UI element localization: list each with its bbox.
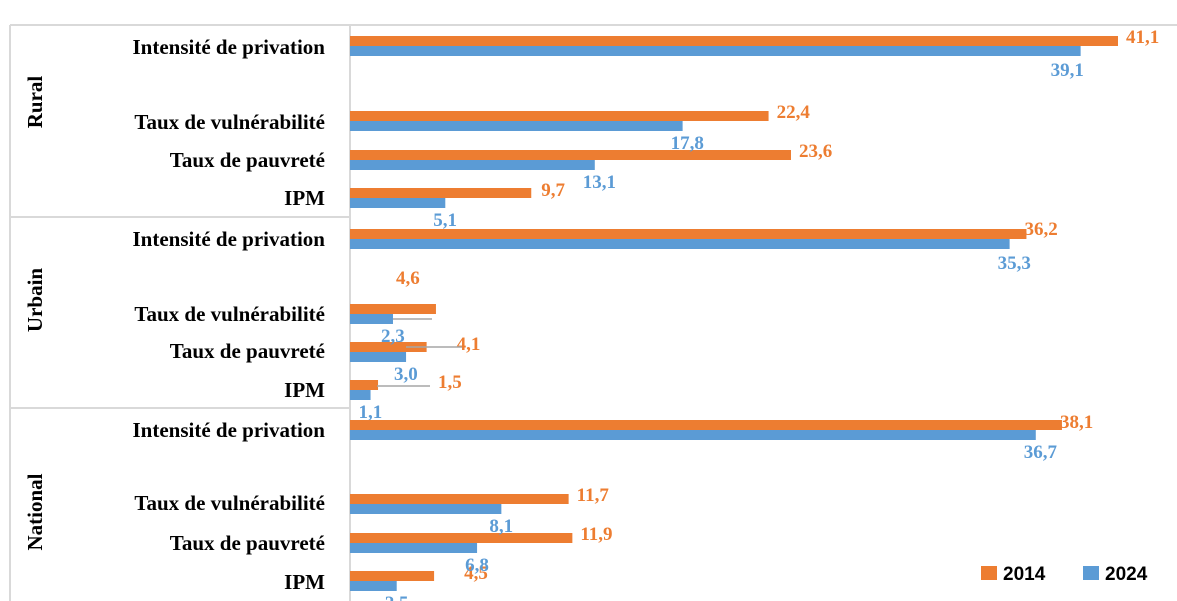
category-label: Intensité de privation <box>132 227 325 251</box>
category-label: IPM <box>284 186 325 210</box>
data-label-2014: 22,4 <box>777 102 811 123</box>
category-label: Taux de vulnérabilité <box>134 302 325 326</box>
bar-2024-national <box>350 430 1036 440</box>
legend-label-2014: 2014 <box>1003 564 1046 585</box>
category-label: Taux de pauvreté <box>170 339 325 363</box>
bar-2024-rural <box>350 46 1081 56</box>
bar-2024-rural <box>350 160 595 170</box>
bar-2014-national <box>350 571 435 581</box>
bar-2024-urbain <box>350 314 393 324</box>
data-label-2014: 11,7 <box>577 485 610 506</box>
bar-2024-urbain <box>350 239 1010 249</box>
data-label-2014: 9,7 <box>541 180 565 201</box>
data-label-2014: 4,5 <box>464 563 488 584</box>
bar-2014-national <box>350 494 569 504</box>
bar-2024-rural <box>350 198 446 208</box>
legend-swatch-2024 <box>1083 566 1099 580</box>
category-label: IPM <box>284 378 325 402</box>
data-label-2024: 6,8 <box>465 555 489 576</box>
data-label-2024: 2,3 <box>381 326 405 347</box>
data-label-2024: 36,7 <box>1024 442 1058 463</box>
category-label: Taux de vulnérabilité <box>134 491 325 515</box>
bar-2024-national <box>350 581 397 591</box>
bar-2014-urbain <box>350 304 436 314</box>
category-label: IPM <box>284 570 325 594</box>
bar-2024-urbain <box>350 352 407 362</box>
data-label-2024: 35,3 <box>998 253 1031 274</box>
data-label-2024: 13,1 <box>583 172 616 193</box>
category-label: Taux de vulnérabilité <box>134 110 325 134</box>
data-label-2024: 2,5 <box>385 593 409 601</box>
bar-2014-national <box>350 420 1062 430</box>
data-label-2024: 17,8 <box>671 133 704 154</box>
data-label-2014: 41,1 <box>1126 27 1159 48</box>
group-label-national: National <box>23 473 47 550</box>
bar-2024-national <box>350 543 478 553</box>
data-label-2014: 38,1 <box>1060 412 1093 433</box>
data-label-2014: 1,5 <box>438 372 462 393</box>
data-label-2014: 36,2 <box>1024 219 1057 240</box>
bar-2014-rural <box>350 111 769 121</box>
legend-label-2024: 2024 <box>1105 564 1148 585</box>
category-label: Taux de pauvreté <box>170 148 325 172</box>
data-label-2014: 4,1 <box>457 334 481 355</box>
bar-2024-rural <box>350 121 683 131</box>
group-label-rural: Rural <box>23 76 47 129</box>
bar-2014-rural <box>350 36 1118 46</box>
category-label: Taux de pauvreté <box>170 531 325 555</box>
group-label-urbain: Urbain <box>23 268 47 333</box>
category-label: Intensité de privation <box>132 418 325 442</box>
data-label-2014: 11,9 <box>580 524 612 545</box>
bar-2014-urbain <box>350 342 427 352</box>
data-label-2024: 5,1 <box>433 210 457 231</box>
bar-2014-urbain <box>350 229 1027 239</box>
bar-2014-rural <box>350 188 532 198</box>
data-label-2014: 4,6 <box>396 268 420 289</box>
bar-2024-national <box>350 504 502 514</box>
bar-2024-urbain <box>350 390 371 400</box>
bar-2014-rural <box>350 150 791 160</box>
bar-2014-urbain <box>350 380 379 390</box>
data-label-2024: 3,0 <box>394 364 418 385</box>
data-label-2024: 8,1 <box>489 516 513 537</box>
legend-swatch-2014 <box>981 566 997 580</box>
bar-2014-national <box>350 533 573 543</box>
category-label: Intensité de privation <box>132 35 325 59</box>
data-label-2014: 23,6 <box>799 141 832 162</box>
data-label-2024: 1,1 <box>359 402 383 423</box>
data-label-2024: 39,1 <box>1051 60 1084 81</box>
